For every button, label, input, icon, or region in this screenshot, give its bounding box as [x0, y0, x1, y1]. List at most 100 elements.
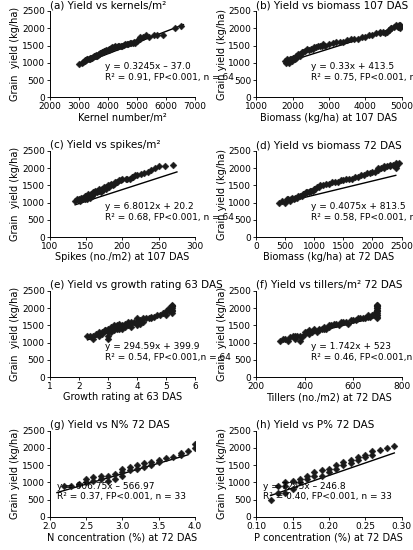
Point [86, 54, 93, 63]
Point [373, 307, 380, 316]
Point [95, 184, 102, 193]
Point [289, 485, 295, 494]
Point [113, 178, 120, 186]
Point [322, 179, 328, 188]
Point [119, 468, 126, 476]
Point [93, 188, 100, 197]
Point [122, 319, 128, 328]
Point [154, 31, 160, 40]
Text: (c) Yield vs spikes/m²: (c) Yield vs spikes/m² [50, 140, 160, 150]
Text: y = 0.33x + 413.5
R² = 0.75, FP<0.001, n = 64: y = 0.33x + 413.5 R² = 0.75, FP<0.001, n… [311, 62, 413, 82]
Point [300, 190, 306, 199]
Point [170, 452, 176, 461]
Point [97, 188, 104, 197]
Point [386, 160, 392, 169]
Point [310, 184, 317, 193]
Point [87, 54, 93, 63]
Text: (f) Yield vs tillers/m² 72 DAS: (f) Yield vs tillers/m² 72 DAS [256, 280, 402, 290]
Point [128, 319, 134, 328]
Point [107, 45, 114, 53]
Point [139, 32, 146, 41]
Point [122, 40, 128, 48]
Point [357, 32, 364, 41]
Point [83, 56, 89, 64]
Text: (b) Yield vs biomass 107 DAS: (b) Yield vs biomass 107 DAS [256, 0, 408, 10]
Point [390, 22, 396, 31]
Point [81, 191, 88, 200]
Point [84, 331, 90, 340]
Point [375, 446, 382, 454]
Point [177, 449, 183, 458]
Point [313, 328, 319, 337]
Point [140, 459, 147, 468]
Point [363, 312, 370, 321]
Point [90, 476, 96, 485]
Point [325, 468, 331, 476]
Point [93, 51, 99, 59]
Y-axis label: Grain yield (kg/ha): Grain yield (kg/ha) [216, 148, 226, 240]
Point [287, 195, 294, 204]
Point [375, 29, 382, 38]
Point [315, 324, 322, 333]
Point [68, 481, 75, 490]
Point [325, 464, 331, 473]
Point [344, 319, 351, 328]
Point [278, 196, 285, 205]
Point [88, 190, 95, 199]
Point [104, 331, 111, 340]
Point [303, 475, 310, 483]
Point [95, 50, 102, 58]
Point [83, 193, 89, 202]
Point [286, 333, 293, 342]
Point [316, 41, 322, 50]
Point [106, 183, 112, 191]
Point [97, 471, 104, 480]
Point [373, 304, 380, 312]
Point [396, 21, 402, 30]
Point [318, 471, 324, 480]
Y-axis label: Grain  yield (kg/ha): Grain yield (kg/ha) [10, 147, 20, 241]
Point [117, 41, 124, 50]
Point [310, 326, 317, 335]
Point [365, 31, 371, 40]
Point [113, 42, 120, 51]
Point [110, 179, 117, 188]
Point [101, 47, 107, 56]
Point [373, 307, 380, 316]
Point [95, 328, 102, 337]
Point [168, 304, 175, 312]
Point [84, 55, 90, 64]
Point [342, 174, 349, 183]
Point [323, 324, 329, 333]
Point [135, 36, 141, 45]
Point [306, 326, 312, 335]
Text: y = 1.742x + 523
R² = 0.46, FP<0.001,n = 64: y = 1.742x + 523 R² = 0.46, FP<0.001,n =… [311, 342, 413, 361]
Point [332, 464, 339, 473]
Point [87, 331, 93, 340]
Point [116, 42, 123, 51]
Point [104, 45, 111, 54]
Point [148, 312, 154, 321]
Point [107, 181, 113, 190]
Point [80, 58, 86, 67]
Point [296, 191, 302, 200]
Point [299, 48, 306, 57]
Point [347, 459, 353, 468]
Point [128, 172, 135, 181]
Point [170, 160, 176, 169]
Point [168, 307, 175, 316]
Point [394, 158, 401, 167]
Point [133, 314, 140, 323]
Point [291, 331, 297, 340]
Point [115, 176, 122, 185]
Point [301, 329, 307, 338]
Point [90, 190, 96, 199]
Point [332, 319, 339, 328]
Point [333, 178, 340, 186]
Point [155, 458, 161, 466]
Point [303, 471, 310, 480]
Point [345, 174, 352, 183]
Point [339, 317, 346, 326]
Point [363, 311, 370, 320]
Point [296, 475, 302, 483]
